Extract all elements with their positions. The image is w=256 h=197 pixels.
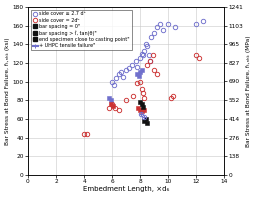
Legend: side cover ≥ 2.7 dᵇ, side cover = 2dᵇ, bar spacing = 0", bar spacing > ẛ, tan(θ): side cover ≥ 2.7 dᵇ, side cover = 2dᵇ, b…	[31, 9, 132, 50]
Y-axis label: Bar Stress at Bond Failure, fₜ,ₙₕₖ (MPa): Bar Stress at Bond Failure, fₜ,ₙₕₖ (MPa)	[246, 35, 251, 147]
Y-axis label: Bar Stress at Bond Failure, fₜ,ₙₕₖ (ksi): Bar Stress at Bond Failure, fₜ,ₙₕₖ (ksi)	[5, 37, 10, 145]
X-axis label: Embedment Length, ×d₆: Embedment Length, ×d₆	[83, 186, 169, 192]
